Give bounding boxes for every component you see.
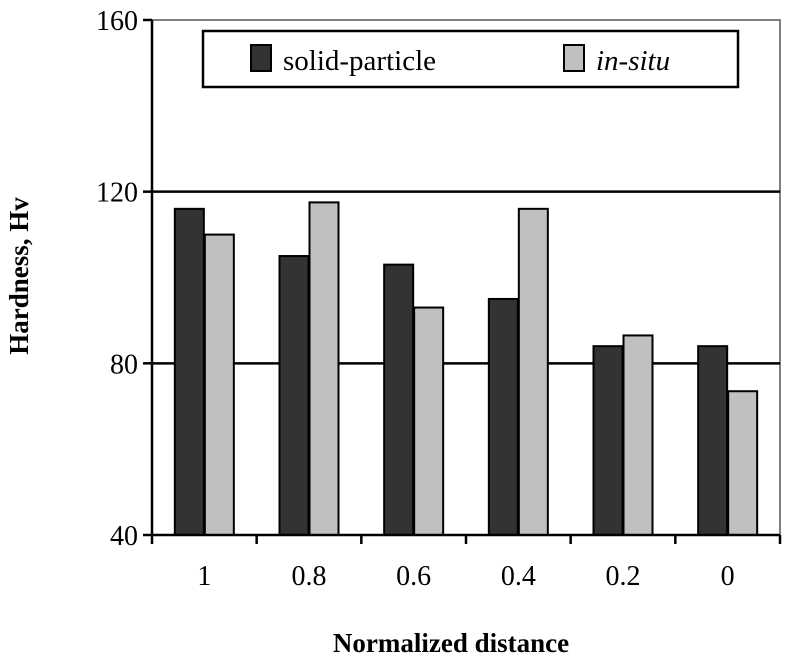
bar-in-situ-5 <box>727 390 759 536</box>
plot-area-border <box>151 19 781 536</box>
legend-box <box>201 29 740 89</box>
legend-label: solid-particle <box>283 45 436 77</box>
y-tick-label: 40 <box>110 521 138 552</box>
bar-solid-particle-2 <box>383 263 415 536</box>
bar-solid-particle-0 <box>173 207 205 536</box>
x-tick-label: 0 <box>721 561 735 592</box>
y-tick-label: 120 <box>96 178 138 209</box>
legend-swatch-solid-particle <box>250 44 272 72</box>
y-axis-title: Hardness, Hv <box>4 197 34 355</box>
y-tick-label: 160 <box>96 6 138 37</box>
bar-solid-particle-4 <box>592 345 624 536</box>
y-tick-label: 80 <box>110 349 138 380</box>
legend: solid-particle in-situ <box>201 29 740 89</box>
bar-solid-particle-3 <box>487 297 519 537</box>
x-axis-title: Normalized distance <box>333 628 569 658</box>
bar-in-situ-1 <box>308 201 340 536</box>
x-tick-label: 0.6 <box>396 561 431 592</box>
bars <box>173 201 759 537</box>
tick-labels: 40 80 120 160 1 0.8 0.6 0.4 0.2 0 <box>96 6 735 592</box>
legend-swatch-in-situ <box>563 44 585 72</box>
bar-solid-particle-1 <box>278 255 310 536</box>
x-tick-label: 0.2 <box>606 561 641 592</box>
x-tick-label: 0.8 <box>292 561 327 592</box>
bar-in-situ-4 <box>622 334 654 536</box>
bar-in-situ-0 <box>203 233 235 536</box>
x-tick-label: 1 <box>197 561 211 592</box>
x-tick-label: 0.4 <box>501 561 536 592</box>
bar-solid-particle-5 <box>697 345 729 536</box>
axes <box>143 18 782 544</box>
bar-in-situ-2 <box>413 306 445 536</box>
bar-in-situ-3 <box>517 207 549 536</box>
gridlines <box>151 19 781 536</box>
legend-label: in-situ <box>596 45 670 77</box>
